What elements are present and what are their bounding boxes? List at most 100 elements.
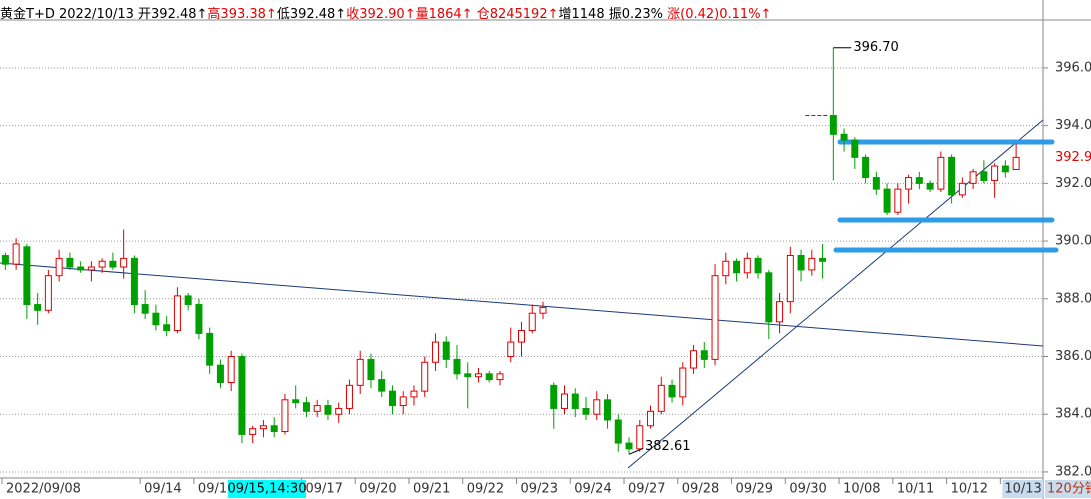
candle-body (12, 243, 20, 265)
header-field: 增1148 振0.23% (558, 7, 668, 22)
candle-body (281, 399, 289, 433)
candle-body (561, 393, 569, 409)
header-field: 仓8245192↑ (476, 7, 559, 22)
candle-body (431, 341, 439, 363)
candle-body (163, 324, 171, 332)
candle-body (528, 312, 536, 332)
candle-body (66, 257, 74, 268)
cursor-label: 09/15,14:30 (227, 482, 306, 497)
x-tick-label: 09/30 (789, 482, 826, 497)
high-label: 396.70 (853, 40, 899, 55)
x-tick-label: 09/28 (682, 482, 719, 497)
candle-body (1, 254, 9, 265)
candle-body (302, 402, 310, 412)
x-tick-label: 09/14 (144, 482, 181, 497)
candle-body (840, 133, 848, 141)
candle-body (948, 156, 956, 196)
y-tick-label: 392.00 (1055, 176, 1091, 191)
candle-body (474, 373, 482, 378)
candle-body (722, 260, 730, 277)
candle-body (679, 367, 687, 398)
candle-body (593, 399, 601, 415)
y-tick-label: 386.00 (1055, 349, 1091, 364)
candle-body (23, 246, 31, 306)
candle-body (227, 356, 235, 383)
candle-body (851, 139, 859, 158)
candle-body (507, 341, 515, 358)
low-pointer (628, 447, 644, 455)
candle-body (539, 306, 547, 314)
candle-body (292, 399, 300, 404)
header-field: 收392.90↑ (346, 7, 416, 22)
last-price-label: 392.90 (1055, 150, 1091, 165)
header-field: 低392.48↑ (276, 7, 347, 22)
x-tick-label: 09/20 (359, 482, 396, 497)
candle-body (894, 188, 902, 213)
x-tick-label: 09/29 (736, 482, 773, 497)
candle-body (44, 275, 52, 311)
candle-body (647, 410, 655, 427)
candle-body (765, 272, 773, 323)
candle-body (819, 257, 827, 262)
candle-body (259, 425, 267, 430)
x-tick-label: 10/11 (897, 482, 934, 497)
low-label: 382.61 (645, 439, 691, 454)
header-field: 高393.38↑ (207, 7, 277, 22)
candle-body (1012, 156, 1020, 170)
candle-body (324, 405, 332, 415)
candle-body (120, 257, 128, 268)
candle-body (399, 396, 407, 407)
candle-body (421, 361, 429, 392)
candle-body (173, 295, 181, 332)
candle-body (367, 358, 375, 381)
candle-body (937, 156, 945, 190)
y-tick-label: 396.00 (1055, 60, 1091, 75)
x-tick-label: 10/13 (1004, 482, 1041, 497)
candle-body (862, 156, 870, 179)
trend-line (0, 262, 1044, 347)
candle-body (969, 171, 977, 184)
candle-body (872, 177, 880, 190)
candle-body (313, 405, 321, 412)
candle-body (98, 260, 106, 268)
candle-body (485, 373, 493, 381)
candle-body (184, 295, 192, 306)
y-tick-label: 390.00 (1055, 234, 1091, 249)
candle-body (786, 254, 794, 303)
candle-body (776, 301, 784, 323)
x-tick-label: 09/27 (628, 482, 665, 497)
header-field: 涨(0.42)0.11%↑ (667, 7, 772, 22)
header-field: 量1864↑ (415, 7, 477, 22)
candle-body (464, 373, 472, 378)
candle-body (958, 182, 966, 196)
candle-body (518, 330, 525, 343)
candle-body (388, 390, 396, 407)
header: 黄金T+D 2022/10/13 开392.48↑高393.38↑低392.48… (0, 3, 771, 22)
candle-body (915, 177, 923, 184)
candle-body (668, 384, 676, 398)
candle-body (614, 419, 622, 444)
candle-body (711, 275, 719, 360)
candle-body (582, 407, 590, 415)
candle-body (797, 254, 805, 271)
candle-body (991, 165, 999, 181)
candle-body (55, 257, 63, 277)
candle-body (690, 350, 698, 369)
x-label-highlight (1002, 480, 1043, 498)
x-tick-label: 2022/09/08 (6, 482, 81, 497)
candle-body (733, 260, 741, 274)
x-tick-label: 09/23 (521, 482, 558, 497)
y-tick-label: 384.00 (1055, 407, 1091, 422)
candle-body (496, 373, 504, 381)
y-tick-label: 388.00 (1055, 291, 1091, 306)
candle-body (754, 257, 762, 274)
candle-body (356, 358, 364, 386)
candle-body (249, 428, 257, 435)
candle-body (152, 312, 160, 326)
candle-body (238, 356, 246, 435)
x-tick-label: 10/08 (843, 482, 880, 497)
candle-body (636, 425, 644, 450)
candle-body (130, 257, 138, 306)
candle-body (829, 115, 837, 135)
